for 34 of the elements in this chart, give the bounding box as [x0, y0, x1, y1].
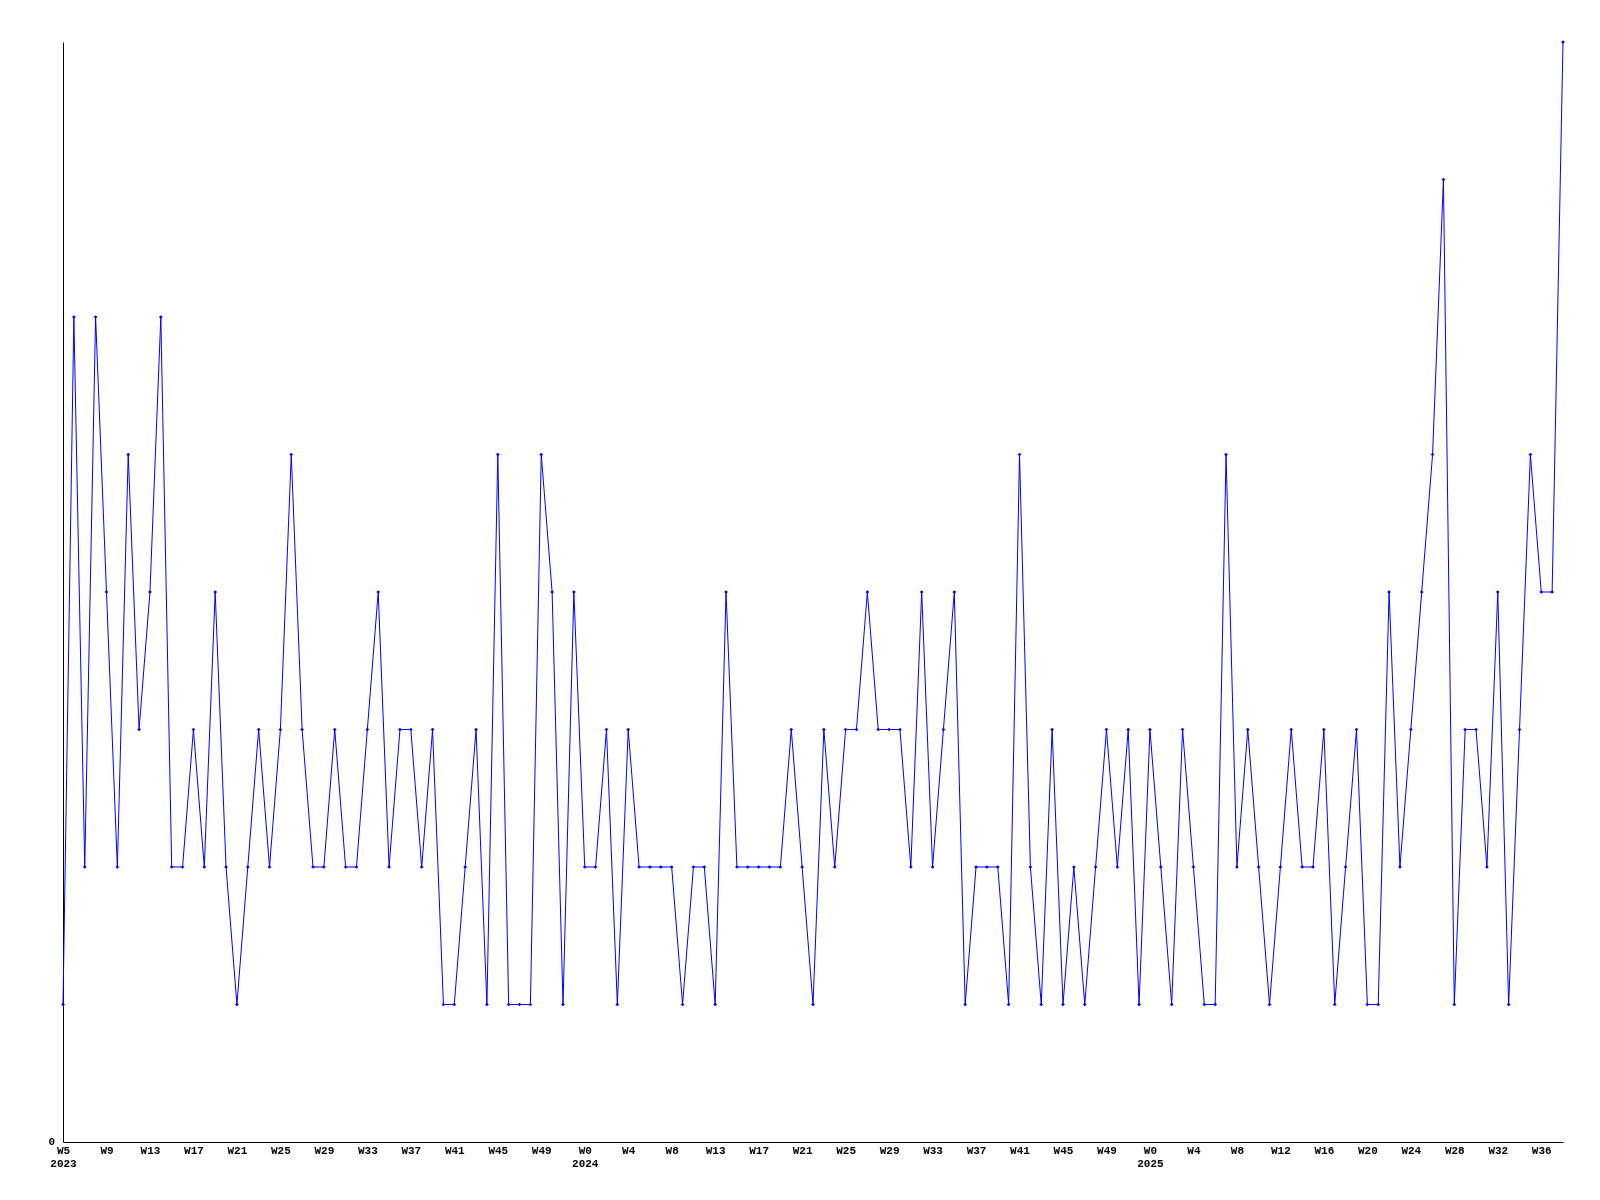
- x-tick-label: W25: [836, 1144, 857, 1157]
- x-tick-label: W32: [1488, 1144, 1509, 1157]
- x-tick-label: W49: [1097, 1144, 1117, 1157]
- x-tick-label: W33: [923, 1144, 944, 1157]
- x-tick-label: W8: [1230, 1144, 1245, 1157]
- x-tick-label: W45: [488, 1144, 509, 1157]
- x-tick-label: W41: [1010, 1144, 1031, 1157]
- x-tick-label: W17: [749, 1144, 770, 1157]
- x-tick-label: W13: [705, 1144, 726, 1157]
- x-tick-label: W8: [665, 1144, 680, 1157]
- x-tick-label: W28: [1444, 1144, 1466, 1157]
- x-tick-label: W20: [1357, 1144, 1378, 1157]
- x-tick-label: W29: [879, 1144, 900, 1157]
- x-tick-label: W21: [227, 1144, 248, 1157]
- x-tick-label: W0 2025: [1137, 1144, 1165, 1170]
- x-tick-label: W4: [622, 1144, 636, 1157]
- x-tick-label: W49: [531, 1144, 552, 1157]
- x-tick-label: W21: [792, 1144, 813, 1157]
- x-tick-label: W37: [966, 1144, 987, 1157]
- x-tick-label: W4: [1187, 1144, 1201, 1157]
- x-tick-label: W33: [357, 1144, 379, 1157]
- x-tick-label: W12: [1270, 1144, 1291, 1157]
- x-tick-label: W25: [270, 1144, 292, 1157]
- x-tick-label: W37: [401, 1144, 422, 1157]
- x-tick-label: W17: [184, 1144, 204, 1157]
- x-tick-label: W45: [1053, 1144, 1074, 1157]
- x-tick-label: W29: [314, 1144, 335, 1157]
- x-tick-label: W16: [1314, 1144, 1335, 1157]
- x-tick-label: W41: [444, 1144, 466, 1157]
- x-tick-label: W36: [1531, 1144, 1552, 1157]
- x-tick-label: W24: [1401, 1144, 1422, 1157]
- x-tick-label: W9: [100, 1144, 114, 1157]
- x-tick-label: W0 2024: [572, 1144, 599, 1170]
- x-tick-label: W13: [140, 1144, 161, 1157]
